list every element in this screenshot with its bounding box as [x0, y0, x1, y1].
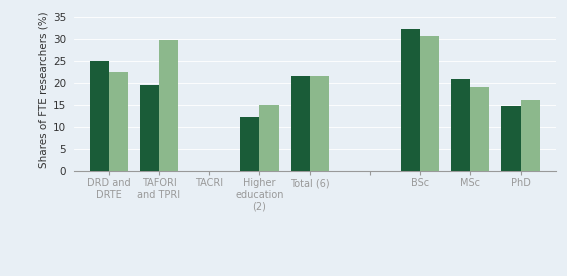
Bar	[90, 61, 109, 171]
Bar	[521, 100, 540, 171]
Bar	[310, 76, 329, 171]
Bar	[401, 30, 420, 171]
Bar	[420, 36, 439, 171]
Bar	[290, 76, 310, 171]
Bar	[260, 105, 278, 171]
Y-axis label: Shares of FTE researchers (%): Shares of FTE researchers (%)	[39, 11, 49, 168]
Bar	[240, 117, 260, 171]
Bar	[109, 72, 128, 171]
Bar	[501, 107, 521, 171]
Bar	[470, 87, 489, 171]
Bar	[140, 85, 159, 171]
Bar	[451, 79, 470, 171]
Bar	[159, 40, 178, 171]
